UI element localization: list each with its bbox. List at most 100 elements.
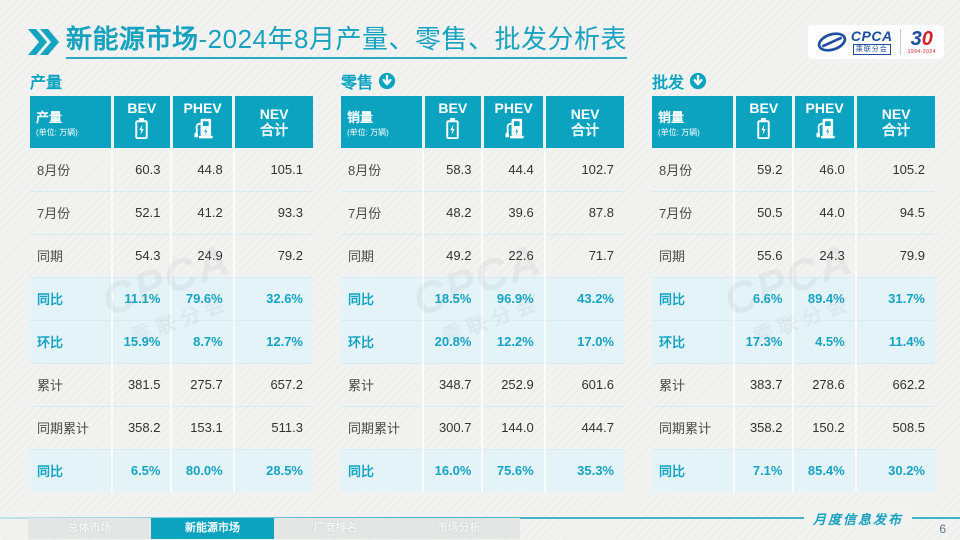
down-arrow-icon [689,72,707,90]
cell-value: 50.5 [734,190,795,234]
cell-value: 79.9 [855,233,935,277]
cell-value: 43.2% [544,276,624,320]
cell-value: 39.6 [482,190,546,234]
anniversary-30-logo: 30 1994-2024 [908,29,936,55]
anniversary-digit-3: 3 [910,28,922,50]
cpca-logo-text: CPCA [850,27,893,44]
table-header-row: 销量 (单位: 万辆) BEV PHEV [341,96,624,148]
cell-value: 35.3% [544,448,624,492]
row-label: 同期累计 [341,405,425,449]
cell-value: 252.9 [482,362,546,406]
row-label: 8月份 [652,148,736,191]
column-header-phev: PHEV [793,96,858,148]
data-table: 批发 CPCA 乘联分会 销量 (单位: 万辆) [652,70,935,492]
section-title: 批发 [652,75,685,92]
bev-label: BEV [127,100,157,117]
cell-value: 358.2 [112,405,173,449]
row-label: 同期 [652,233,736,277]
battery-icon [757,117,770,139]
cell-value: 96.9% [482,276,546,320]
corner-header: 销量 (单位: 万辆) [652,96,736,148]
footer-tab[interactable]: 市场分析 [397,518,520,539]
cell-value: 17.0% [544,319,624,363]
cell-value: 93.3 [233,190,313,234]
row-label: 同期累计 [30,405,114,449]
row-label: 同期 [30,233,114,277]
row-label: 同期 [341,233,425,277]
cell-value: 6.5% [112,448,173,492]
table-row: 同期累计 358.2 150.2 508.5 [652,405,935,449]
cpca-logo-subtext: 乘联分会 [852,43,891,56]
row-label: 8月份 [341,148,425,191]
cell-value: 662.2 [855,362,935,406]
bev-label: BEV [749,100,779,117]
page-title-rest: -2024年8月产量、零售、批发分析表 [198,23,627,54]
cell-value: 44.8 [171,148,235,191]
anniversary-years: 1994-2024 [907,49,936,55]
table-row: 环比 15.9% 8.7% 12.7% [30,319,313,363]
row-label: 同比 [341,448,425,492]
cell-value: 511.3 [233,405,313,449]
cell-value: 30.2% [855,448,935,492]
table-box: CPCA 乘联分会 销量 (单位: 万辆) BEV [652,96,935,492]
cell-value: 11.4% [855,319,935,363]
cell-value: 105.1 [270,161,303,177]
cell-value: 17.3% [734,319,795,363]
column-header-bev: BEV [734,96,795,148]
table-row: 同期累计 358.2 153.1 511.3 [30,405,313,449]
cell-value: 150.2 [793,405,857,449]
battery-icon [446,117,459,139]
stats-table: 产量 (单位: 万辆) BEV PHEV [30,96,313,492]
nev-label: NEV [259,105,289,122]
row-label: 环比 [341,319,425,363]
table-row: 累计 348.7 252.9 601.6 [341,362,624,406]
table-row: 7月份 52.1 41.2 93.3 [30,190,313,234]
cell-value: 8.7% [171,319,235,363]
battery-icon [135,117,148,139]
cpca-logo: CPCA 乘联分会 [816,27,893,56]
phev-label: PHEV [805,100,844,117]
page-title: 新能源市场-2024年8月产量、零售、批发分析表 [66,23,627,60]
row-label: 同比 [652,448,736,492]
cell-value: 105.2 [892,161,925,177]
footer-tab[interactable]: 总体市场 [28,518,151,539]
table-row: 同比 16.0% 75.6% 35.3% [341,448,624,492]
cell-value: 54.3 [112,233,173,277]
cell-value: 24.3 [793,233,857,277]
row-label: 累计 [341,362,425,406]
table-box: CPCA 乘联分会 销量 (单位: 万辆) BEV [341,96,624,492]
header-logos: CPCA 乘联分会 30 1994-2024 [807,24,944,60]
nev-sub-label: 合计 [571,122,600,138]
double-chevron-icon [28,28,60,60]
table-row: 同期 55.6 24.3 79.9 [652,233,935,277]
cell-value: 31.7% [855,276,935,320]
cell-value: 275.7 [171,362,235,406]
footer-tabs: 总体市场 新能源市场 厂商排名 市场分析 [28,518,520,539]
table-row: 同期累计 300.7 144.0 444.7 [341,405,624,449]
cell-value: 15.9% [112,319,173,363]
footer-tab[interactable]: 厂商排名 [274,518,397,539]
nev-sub-label: 合计 [260,122,289,138]
cell-value: 20.8% [423,319,484,363]
section-header: 批发 [652,70,935,92]
row-label: 同比 [30,276,114,320]
cell-value: 358.2 [734,405,795,449]
column-header-nev: NEV 合计 [855,96,935,148]
table-header-row: 产量 (单位: 万辆) BEV PHEV [30,96,313,148]
table-body: 8月份 60.3 44.8 105.1 7月份 52.1 41.2 93.3 同期 54.3 24.… [30,148,313,492]
table-body: 8月份 59.2 46.0 105.2 7月份 50.5 44.0 94.5 同期 55.6 24.… [652,148,935,492]
cell-value: 58.3 [423,148,484,191]
cell-value: 87.8 [544,190,624,234]
section-title: 产量 [30,75,63,92]
cell-value: 12.2% [482,319,546,363]
column-header-phev: PHEV [171,96,236,148]
table-row: 环比 20.8% 12.2% 17.0% [341,319,624,363]
cell-value: 102.7 [581,161,614,177]
row-label: 7月份 [341,190,425,234]
cell-value: 79.2 [233,233,313,277]
footer-tab[interactable]: 新能源市场 [151,518,274,539]
section-header: 零售 [341,70,624,92]
cell-value: 46.0 [793,148,857,191]
stats-table: 销量 (单位: 万辆) BEV PHEV [652,96,935,492]
